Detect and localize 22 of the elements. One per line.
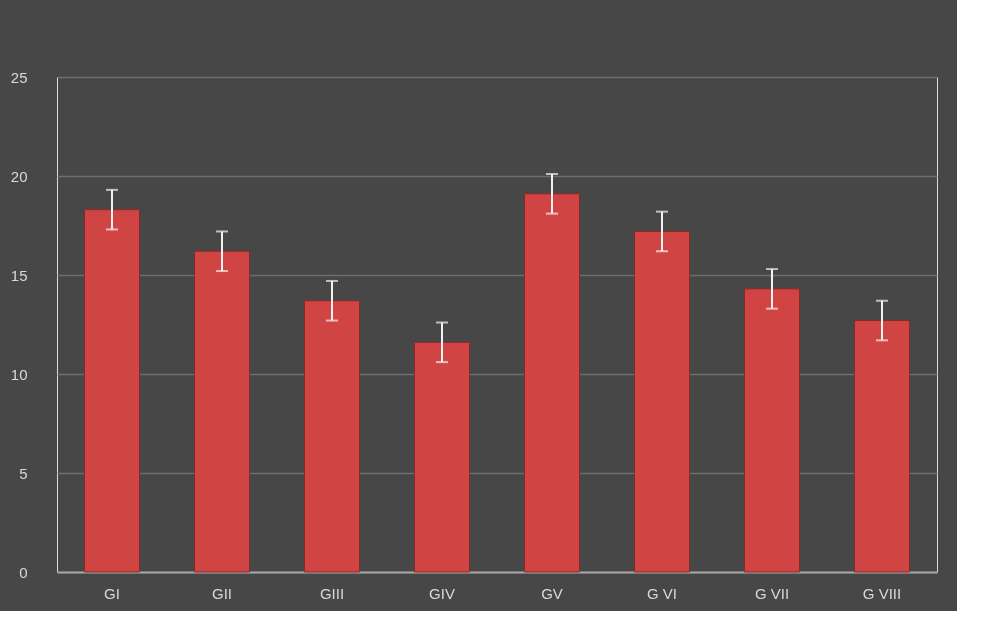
x-tick-label: GIV bbox=[429, 584, 455, 602]
bar bbox=[854, 320, 910, 573]
bar bbox=[84, 209, 140, 573]
x-tick-label: G VI bbox=[646, 584, 678, 602]
x-tick-label: GIII bbox=[319, 584, 345, 602]
bar bbox=[304, 300, 360, 573]
bar bbox=[634, 230, 690, 573]
y-tick-label: 5 bbox=[19, 464, 28, 482]
x-tick-label: GI bbox=[104, 584, 120, 602]
y-tick-label: 25 bbox=[10, 68, 28, 86]
y-tick-label: 20 bbox=[10, 167, 28, 185]
bar bbox=[744, 288, 800, 573]
y-tick-label: 0 bbox=[19, 563, 28, 581]
bar bbox=[524, 193, 580, 573]
y-tick-label: 15 bbox=[10, 266, 28, 284]
x-tick-label: G VIII bbox=[862, 584, 902, 602]
x-tick-label: G VII bbox=[754, 584, 790, 602]
x-tick-label: GII bbox=[211, 584, 233, 602]
bar bbox=[414, 341, 470, 573]
x-tick-label: GV bbox=[541, 584, 563, 602]
bar bbox=[194, 250, 250, 573]
y-tick-label: 10 bbox=[10, 365, 28, 383]
